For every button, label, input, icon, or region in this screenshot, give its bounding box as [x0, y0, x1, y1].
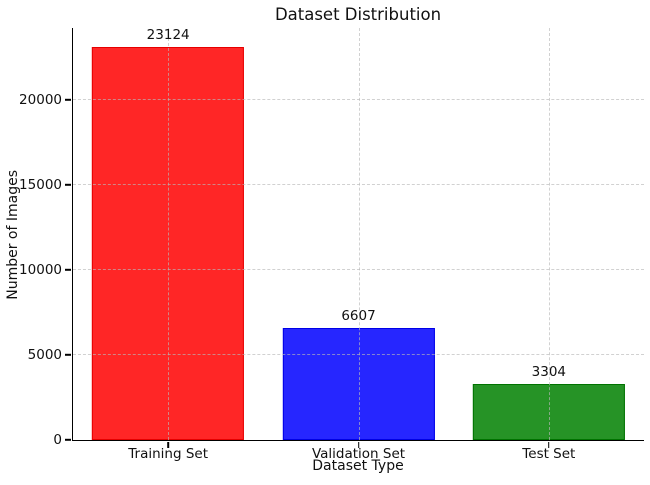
x-tick-mark: [357, 441, 360, 448]
x-axis-label: Dataset Type: [312, 458, 404, 474]
grid-line-vertical: [548, 28, 550, 440]
y-tick-label: 0: [53, 431, 62, 448]
x-tick-label: Training Set: [128, 446, 209, 462]
y-tick-mark: [65, 99, 72, 101]
y-tick-label: 5000: [27, 346, 62, 363]
x-tick-label: Test Set: [522, 446, 576, 462]
y-tick-mark: [65, 269, 72, 271]
y-tick-label: 15000: [19, 176, 62, 193]
x-tick-label: Validation Set: [311, 446, 406, 462]
x-tick-mark: [548, 441, 550, 448]
y-tick-mark: [65, 184, 72, 186]
grid-line-vertical: [358, 28, 360, 440]
chart-title: Dataset Distribution: [274, 5, 442, 24]
grid-line-vertical: [168, 28, 170, 440]
y-tick-mark: [65, 354, 72, 356]
bar-value-label: 23124: [146, 26, 190, 43]
y-tick-label: 10000: [19, 261, 62, 278]
bar-value-label: 6607: [341, 307, 376, 324]
bar-value-label: 3304: [531, 363, 567, 380]
x-tick-mark: [167, 441, 169, 448]
plot-area: 0 5000 10000 15000 20000 23124 Training Set 660…: [19, 26, 644, 461]
y-tick-label: 20000: [19, 91, 62, 108]
y-tick-mark: [65, 439, 72, 441]
y-axis-label-container: Number of Images: [2, 28, 24, 441]
